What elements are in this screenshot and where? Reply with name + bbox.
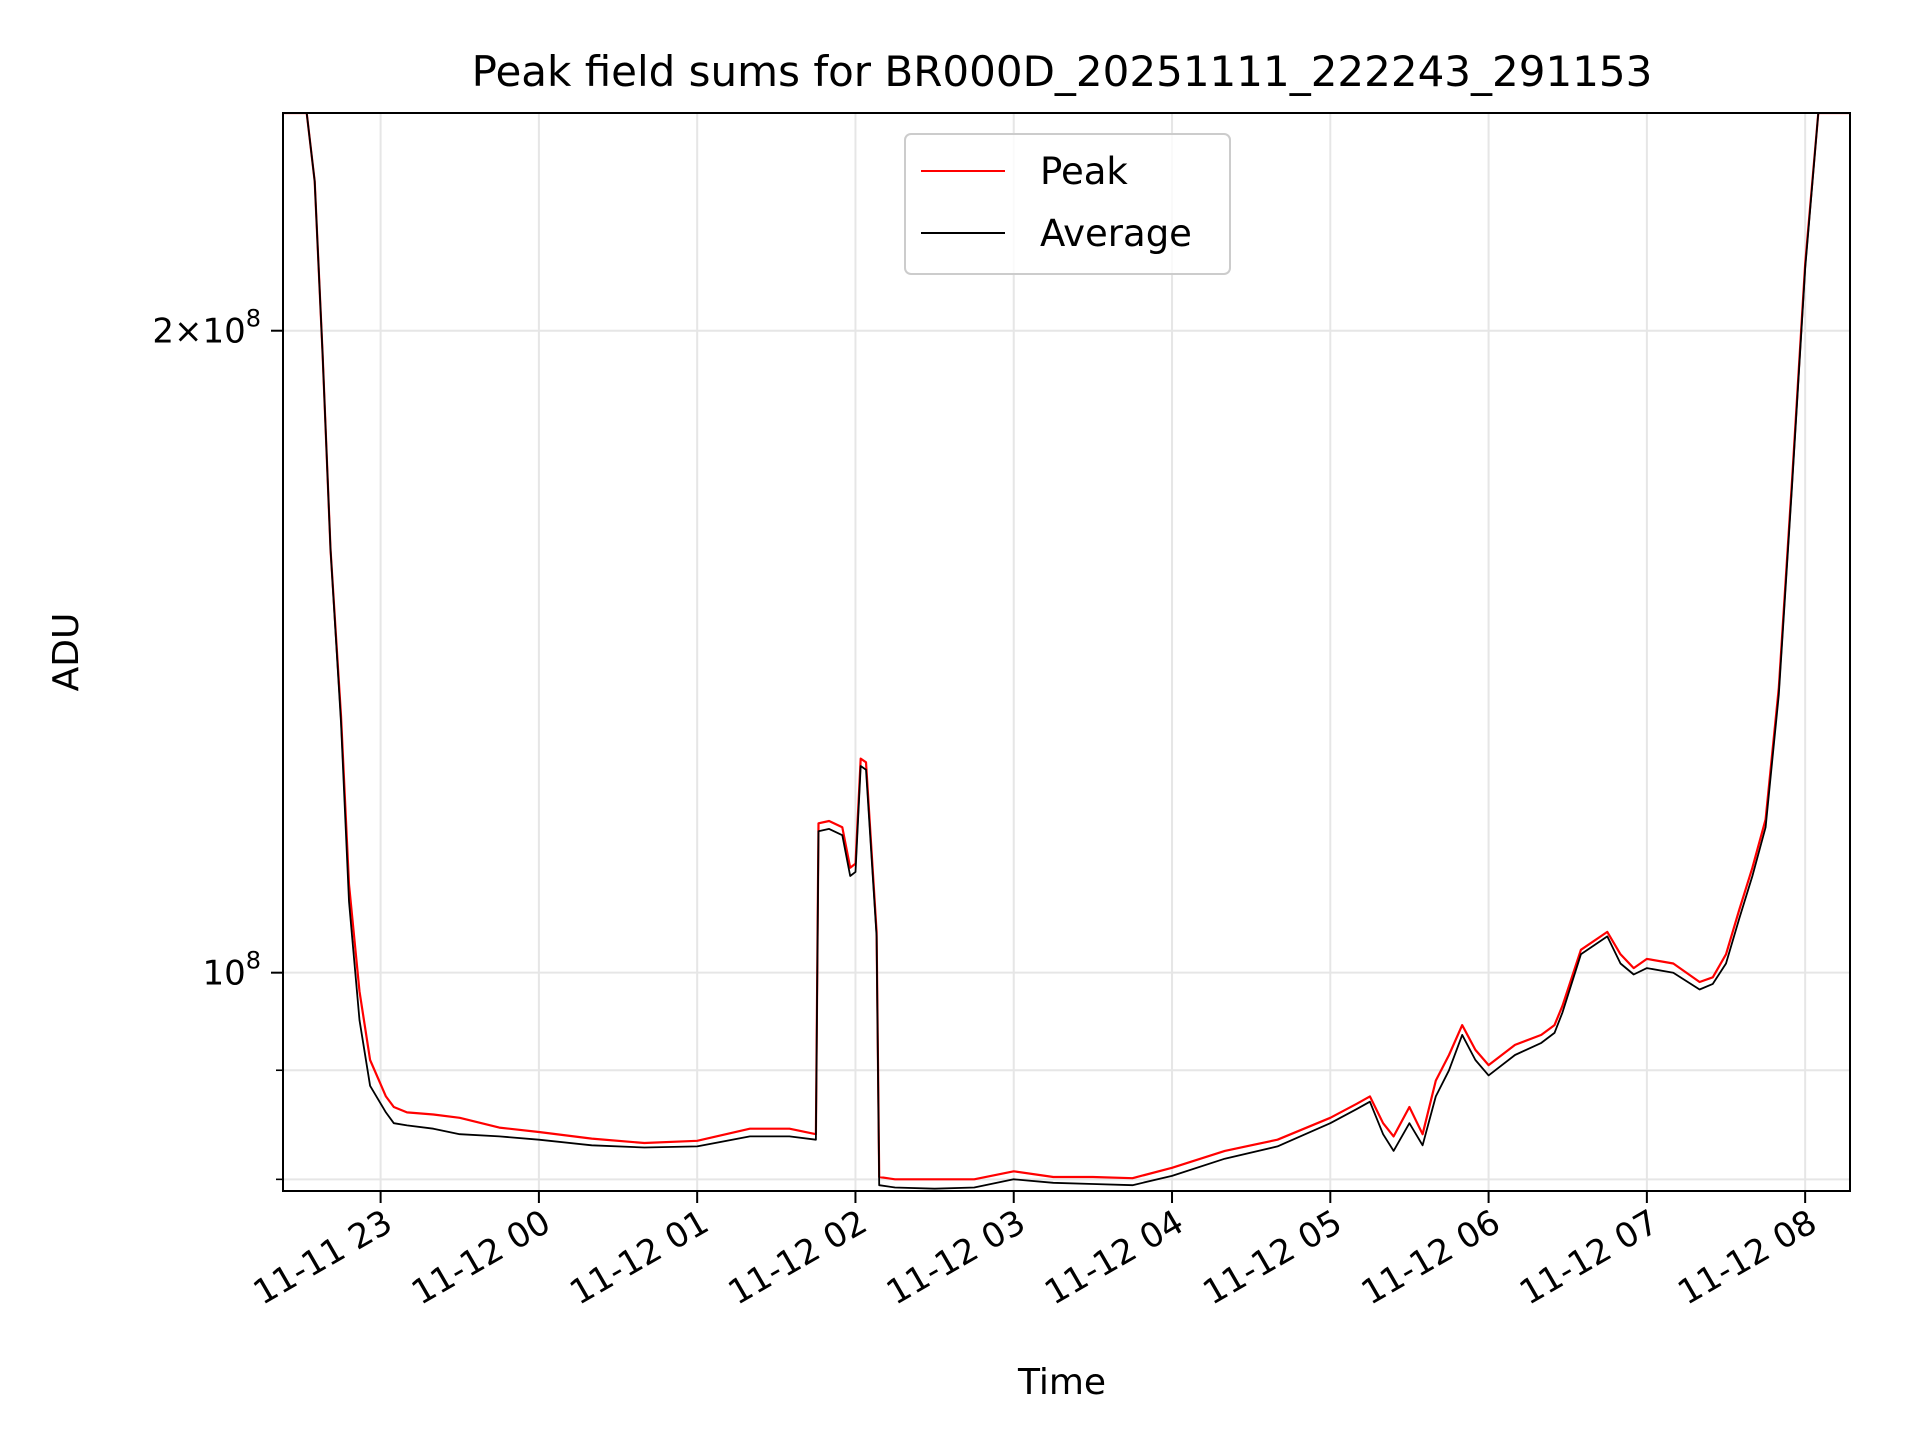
y-tick-label: 2×108 <box>152 305 261 352</box>
y-axis-label: ADU <box>46 613 87 692</box>
legend-label-peak: Peak <box>1040 150 1128 193</box>
x-axis-label: Time <box>1017 1362 1106 1403</box>
plot-frame <box>282 112 1851 1192</box>
chart-title: Peak field sums for BR000D_20251111_2222… <box>472 47 1653 96</box>
series-layer <box>283 113 1850 1190</box>
series-line-peak <box>283 113 1850 1181</box>
y-axis-ticks: 108 2×108 <box>152 305 283 1181</box>
series-line-average <box>283 113 1850 1190</box>
legend-box <box>904 133 1231 275</box>
legend-label-average: Average <box>1040 212 1192 255</box>
y-tick-label: 108 <box>202 947 261 994</box>
legend: Peak Average <box>904 133 1231 275</box>
grid-lines <box>283 113 1850 1191</box>
